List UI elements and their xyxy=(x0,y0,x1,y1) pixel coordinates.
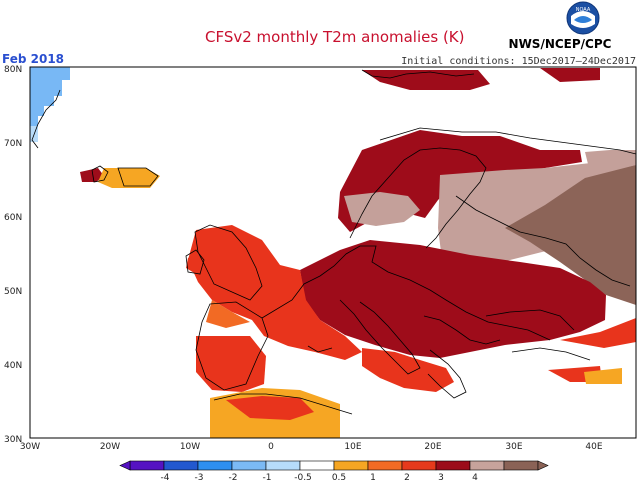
lon-label-30w: 30W xyxy=(20,442,40,452)
anomaly-region xyxy=(196,336,266,392)
coastline-segment xyxy=(349,147,487,249)
anomaly-region xyxy=(362,70,490,90)
coastline-segment xyxy=(485,309,575,331)
anomaly-field xyxy=(30,67,636,438)
anomaly-region xyxy=(505,165,636,305)
colorbar-label: 1 xyxy=(370,473,376,482)
coastline-segment xyxy=(423,315,501,345)
coastline-segment xyxy=(31,89,61,149)
coastline-segment xyxy=(194,224,263,301)
coastline-segment xyxy=(195,301,269,391)
lat-label-70n: 70N xyxy=(4,139,22,149)
colorbar-swatch xyxy=(231,460,267,471)
agency-label: NWS/NCEP/CPC xyxy=(509,37,612,51)
colorbar-label: -0.5 xyxy=(294,473,312,482)
colorbar-swatch xyxy=(401,460,437,471)
colorbar-swatch xyxy=(163,460,199,471)
lon-label-20w: 20W xyxy=(100,442,120,452)
colorbar-label: -2 xyxy=(229,473,238,482)
colorbar-swatch xyxy=(265,460,301,471)
colorbar-swatch xyxy=(299,460,335,471)
coastlines xyxy=(31,69,637,415)
colorbar-swatch xyxy=(129,460,165,471)
anomaly-region xyxy=(584,368,622,384)
colorbar-label: 0.5 xyxy=(332,473,346,482)
anomaly-region xyxy=(188,225,362,360)
coastline-segment xyxy=(213,393,353,415)
lon-label-10e: 10E xyxy=(344,442,361,452)
colorbar-label: 3 xyxy=(438,473,444,482)
lon-label-0: 0 xyxy=(268,442,274,452)
colorbar-label: 2 xyxy=(404,473,410,482)
lon-label-40e: 40E xyxy=(585,442,602,452)
lon-label-10w: 10W xyxy=(180,442,200,452)
lon-axis: 30W 20W 10W 0 10E 20E 30E 40E xyxy=(20,442,603,452)
lat-label-60n: 60N xyxy=(4,213,22,223)
anomaly-region xyxy=(540,68,600,82)
colorbar xyxy=(119,460,549,471)
colorbar-swatch xyxy=(197,460,233,471)
coastline-segment xyxy=(361,69,475,79)
coastline-segment xyxy=(455,195,631,287)
lat-label-50n: 50N xyxy=(4,287,22,297)
noaa-logo-text: NOAA xyxy=(576,7,591,13)
anomaly-region xyxy=(585,150,636,172)
anomaly-region xyxy=(30,67,70,126)
noaa-logo: NOAA xyxy=(566,1,600,35)
initial-conditions-label: Initial conditions: 15Dec2017–24Dec2017 xyxy=(401,56,636,67)
lon-label-20e: 20E xyxy=(424,442,441,452)
lat-axis: 80N 70N 60N 50N 40N 30N xyxy=(4,65,22,445)
lat-label-30n: 30N xyxy=(4,435,22,445)
coastline-segment xyxy=(339,299,421,375)
anomaly-region xyxy=(206,300,250,328)
colorbar-label: -3 xyxy=(195,473,204,482)
anomaly-region xyxy=(560,318,636,348)
colorbar-swatch xyxy=(367,460,403,471)
coastline-segment xyxy=(91,165,109,183)
colorbar-left-arrow xyxy=(119,460,131,471)
colorbar-right-arrow xyxy=(537,460,549,471)
anomaly-region xyxy=(80,168,104,182)
lon-label-30e: 30E xyxy=(505,442,522,452)
colorbar-swatch xyxy=(435,460,471,471)
anomaly-region xyxy=(362,348,454,392)
colorbar-labels: -4 -3 -2 -1 -0.5 0.5 1 2 3 4 xyxy=(161,473,479,482)
anomaly-region xyxy=(344,192,420,226)
lat-label-80n: 80N xyxy=(4,65,22,75)
map-panel: Feb 2018 xyxy=(2,52,637,439)
anomaly-region xyxy=(226,396,314,420)
coastline-segment xyxy=(117,167,159,187)
coastline-segment xyxy=(185,249,205,275)
coastline-segment xyxy=(379,127,637,155)
anomaly-region xyxy=(98,168,160,188)
coastline-segment xyxy=(511,347,591,361)
coastline-segment xyxy=(261,245,551,341)
colorbar-label: 4 xyxy=(472,473,478,482)
colorbar-swatch xyxy=(333,460,369,471)
colorbar-label: -1 xyxy=(263,473,272,482)
forecast-month-label: Feb 2018 xyxy=(2,52,64,66)
colorbar-swatch xyxy=(469,460,505,471)
colorbar-label: -4 xyxy=(161,473,170,482)
colorbar-swatch xyxy=(503,460,539,471)
figure-title: CFSv2 monthly T2m anomalies (K) xyxy=(205,28,465,46)
coastline-segment xyxy=(307,345,333,353)
anomaly-region xyxy=(300,240,606,358)
lat-label-40n: 40N xyxy=(4,361,22,371)
coastline-segment xyxy=(427,349,467,399)
